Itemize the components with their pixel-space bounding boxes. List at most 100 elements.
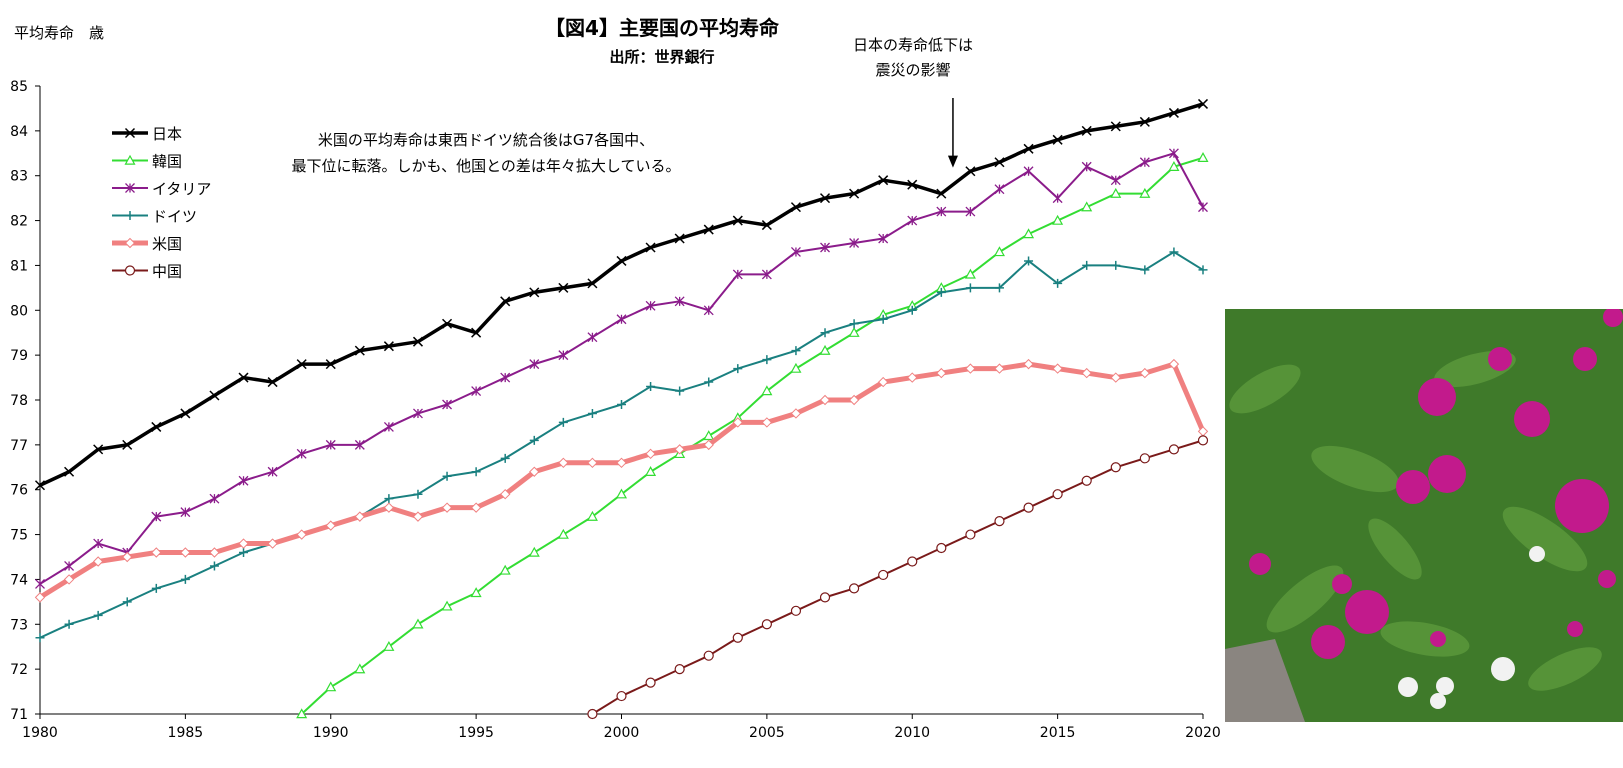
data-point	[616, 690, 627, 702]
data-point	[703, 305, 714, 316]
data-point	[646, 382, 656, 392]
data-point	[500, 453, 510, 463]
x-tick-label: 1990	[313, 725, 349, 741]
y-tick-label: 80	[10, 303, 28, 319]
data-point	[325, 681, 337, 692]
chart-title: 【図4】主要国の平均寿命	[545, 16, 780, 40]
data-point	[296, 359, 307, 370]
data-point	[1198, 202, 1208, 213]
data-point	[1198, 265, 1208, 275]
data-point	[34, 592, 46, 603]
data-point	[64, 561, 75, 571]
legend-marker	[125, 211, 135, 220]
data-point	[209, 547, 220, 558]
data-point	[790, 247, 801, 257]
data-point	[877, 376, 889, 388]
data-point	[238, 538, 249, 549]
data-point	[994, 184, 1005, 195]
data-point	[267, 466, 278, 477]
data-point	[64, 466, 75, 477]
data-point	[878, 175, 889, 186]
data-point	[383, 640, 395, 651]
data-point	[63, 574, 75, 585]
data-point	[442, 471, 452, 481]
data-point	[732, 215, 743, 226]
data-point	[296, 708, 308, 719]
data-point	[558, 350, 569, 361]
data-point	[878, 233, 889, 244]
data-point	[965, 283, 975, 293]
data-point	[1197, 152, 1209, 162]
x-tick-label: 1980	[22, 725, 58, 741]
data-point	[1110, 372, 1121, 383]
data-point	[617, 399, 626, 409]
data-point	[122, 551, 133, 563]
data-point	[820, 242, 830, 253]
data-point	[674, 233, 685, 244]
data-point	[964, 268, 976, 279]
series-line	[39, 250, 1204, 639]
data-point	[791, 346, 801, 356]
legend-marker	[124, 154, 136, 165]
data-point	[1197, 98, 1209, 109]
axes: 71 72 73 74 75 76 77 78 79 80 81 82 83 84 85 1980 1985 19…	[10, 79, 1221, 741]
data-point	[994, 363, 1005, 374]
data-point	[413, 408, 423, 419]
data-point	[122, 439, 133, 450]
data-point	[180, 574, 190, 584]
data-point	[558, 457, 569, 469]
y-tick-label: 72	[10, 662, 28, 678]
data-point	[936, 367, 947, 379]
legend-label: イタリア	[152, 180, 211, 198]
data-point	[965, 166, 976, 177]
data-point	[849, 238, 860, 248]
data-point	[1197, 435, 1209, 446]
arrow-head	[947, 155, 958, 168]
data-point	[1024, 256, 1034, 266]
data-point	[965, 529, 976, 540]
data-point	[1111, 260, 1121, 270]
y-tick-label: 78	[10, 393, 28, 409]
line-chart: 【図4】主要国の平均寿命 出所：世界銀行 平均寿命 歳 米国の平均寿命は東西ドイ…	[10, 16, 1221, 741]
data-point	[645, 242, 656, 253]
data-point	[35, 633, 45, 643]
data-point	[848, 394, 860, 406]
data-point	[1081, 475, 1092, 486]
y-tick-label: 74	[10, 572, 28, 588]
data-point	[500, 372, 511, 383]
data-point	[1110, 175, 1121, 186]
data-point	[790, 408, 802, 419]
y-tick-label: 71	[10, 707, 28, 723]
data-point	[820, 328, 830, 338]
data-point	[499, 564, 511, 575]
data-point	[529, 287, 540, 298]
y-tick-label: 79	[10, 348, 28, 364]
data-point	[180, 408, 191, 419]
data-point	[296, 529, 307, 540]
data-point	[354, 345, 365, 356]
data-point	[1052, 489, 1063, 500]
data-point	[529, 466, 540, 477]
data-point	[441, 600, 453, 611]
legend-label: ドイツ	[152, 208, 197, 226]
data-point	[1023, 143, 1034, 154]
data-point	[994, 157, 1005, 168]
data-point	[383, 421, 394, 432]
data-point	[965, 206, 976, 217]
data-point	[1168, 161, 1180, 171]
x-tick-label: 2015	[1040, 725, 1076, 741]
data-point	[1139, 367, 1151, 379]
data-point	[587, 332, 598, 343]
data-point	[412, 336, 424, 347]
data-point	[93, 444, 104, 455]
legend-marker	[124, 237, 136, 249]
legend-label: 米国	[152, 235, 182, 253]
data-point	[92, 556, 104, 567]
data-point	[703, 224, 714, 235]
data-point	[180, 547, 191, 558]
flower-photo	[1225, 309, 1623, 722]
data-point	[471, 327, 482, 338]
data-point	[1081, 161, 1092, 172]
data-point	[848, 583, 860, 594]
